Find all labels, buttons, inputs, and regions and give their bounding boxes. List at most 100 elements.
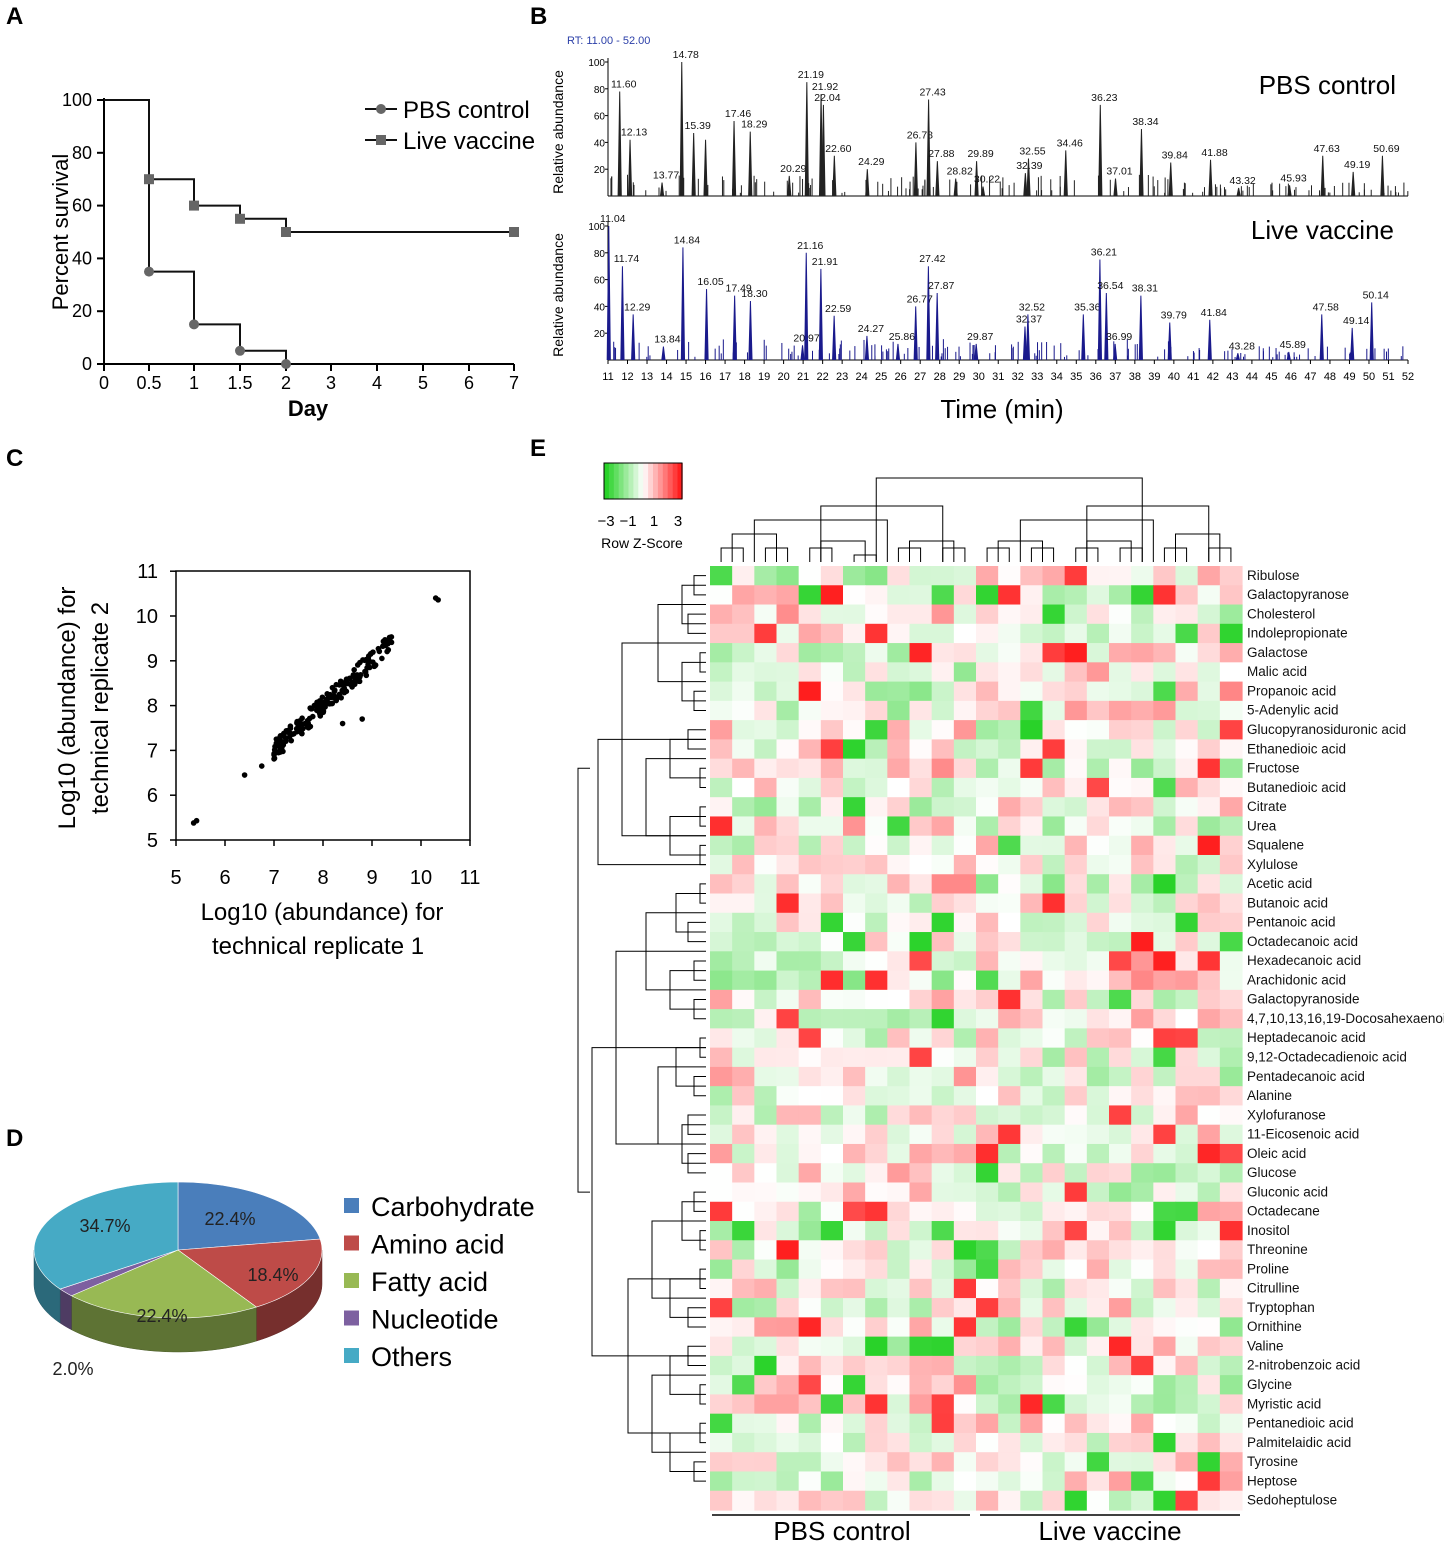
heatmap-cell: [1064, 643, 1088, 663]
heatmap-cell: [1175, 1201, 1199, 1222]
heatmap-cell: [1197, 1471, 1221, 1492]
heatmap-cell: [1131, 1278, 1154, 1299]
heatmap-cell: [754, 1066, 778, 1087]
heatmap-cell: [1175, 874, 1199, 895]
heatmap-cell: [820, 970, 844, 991]
heatmap-cell: [909, 1105, 933, 1126]
heatmap-cell: [953, 1028, 977, 1049]
heatmap-cell: [1175, 681, 1199, 702]
heatmap-cell: [953, 912, 977, 933]
heatmap-cell: [1153, 797, 1177, 818]
heatmap-cell: [953, 700, 977, 721]
heatmap-cell: [754, 1471, 778, 1492]
x-tick-label: 7: [509, 373, 519, 393]
heatmap-cell: [998, 739, 1021, 760]
trace-peak: [620, 266, 625, 361]
heatmap-cell: [909, 1432, 933, 1453]
z-score-key-swatch: [628, 463, 634, 499]
heatmap-cell: [887, 1047, 911, 1068]
heatmap-cell: [931, 970, 955, 991]
heatmap-cell: [1197, 700, 1221, 721]
heatmap-row-label: Pentanoic acid: [1247, 915, 1336, 930]
heatmap-cell: [1197, 1278, 1221, 1299]
heatmap-cell: [1175, 1009, 1199, 1029]
heatmap-cell: [820, 1009, 844, 1029]
time-tick-label: 51: [1382, 371, 1394, 383]
heatmap-cell: [776, 585, 800, 606]
peak-label: 36.54: [1097, 280, 1123, 292]
time-tick-label: 17: [719, 371, 731, 383]
heatmap-cell: [1175, 970, 1199, 991]
heatmap-cell: [1131, 777, 1154, 798]
heatmap-cell: [1131, 681, 1154, 702]
trace-peak: [1138, 295, 1143, 361]
x-tick-label: 8: [317, 867, 328, 889]
heatmap-cell: [754, 1143, 778, 1164]
heatmap-cell: [953, 1278, 977, 1299]
heatmap-cell: [1109, 951, 1132, 972]
heatmap-cell: [887, 681, 911, 702]
heatmap-cell: [865, 1432, 888, 1453]
heatmap-row-label: Propanoic acid: [1247, 683, 1336, 698]
heatmap-cell: [1109, 604, 1132, 625]
heatmap-cell: [732, 1394, 755, 1415]
heatmap-cell: [1064, 623, 1088, 644]
heatmap-cell: [865, 1394, 888, 1415]
heatmap-cell: [710, 758, 733, 779]
heatmap-cell: [1020, 854, 1044, 875]
heatmap-cell: [931, 1047, 955, 1068]
x-tick-label: 6: [219, 867, 230, 889]
heatmap-cell: [1086, 1278, 1110, 1299]
heatmap-cell: [1153, 1143, 1177, 1164]
heatmap-cell: [909, 912, 933, 933]
heatmap-cell: [843, 874, 866, 895]
survival-marker-square: [281, 227, 291, 237]
scatter-point: [275, 749, 282, 756]
heatmap-cell: [909, 643, 933, 663]
heatmap-cell: [1064, 1452, 1088, 1473]
heatmap-cell: [887, 777, 911, 798]
heatmap-cell: [710, 816, 733, 837]
heatmap-cell: [998, 1355, 1021, 1376]
heatmap-cell: [1042, 816, 1066, 837]
heatmap-cell: [865, 643, 888, 663]
heatmap-cell: [865, 1375, 888, 1396]
trace-y-tick-label: 60: [594, 112, 606, 123]
heatmap-cell: [1064, 1413, 1088, 1434]
heatmap-cell: [843, 1124, 866, 1145]
heatmap-cell: [1219, 835, 1243, 856]
heatmap-cell: [953, 720, 977, 740]
heatmap-cell: [732, 1490, 755, 1511]
heatmap-cell: [1086, 1336, 1110, 1357]
trace-y-tick-label: 100: [588, 222, 605, 233]
heatmap-cell: [843, 970, 866, 991]
trace-peak: [800, 345, 805, 361]
heatmap-cell: [1197, 1201, 1221, 1222]
heatmap-cell: [710, 1355, 733, 1376]
group-label-pbs: PBS control: [773, 1516, 910, 1543]
heatmap-cell: [1086, 797, 1110, 818]
heatmap-cell: [776, 623, 800, 644]
heatmap-cell: [843, 1336, 866, 1357]
trace-peak: [926, 266, 931, 361]
heatmap-cell: [931, 566, 955, 586]
heatmap-cell: [843, 604, 866, 625]
heatmap-cell: [843, 932, 866, 952]
heatmap-cell: [732, 893, 755, 914]
y-tick-label: 8: [147, 696, 158, 718]
trace-peak: [659, 182, 665, 197]
heatmap-cell: [710, 681, 733, 702]
heatmap-cell: [1109, 797, 1132, 818]
y-tick-label: 0: [82, 354, 92, 374]
heatmap-cell: [953, 874, 977, 895]
heatmap-cell: [1042, 1105, 1066, 1126]
heatmap-cell: [998, 604, 1021, 625]
x-tick-label: 2: [281, 373, 291, 393]
trace-peak: [617, 91, 622, 197]
time-tick-label: 22: [817, 371, 829, 383]
trace-peak: [926, 99, 931, 197]
heatmap-cell: [1086, 970, 1110, 991]
heatmap-cell: [820, 912, 844, 933]
heatmap-cell: [976, 758, 999, 779]
